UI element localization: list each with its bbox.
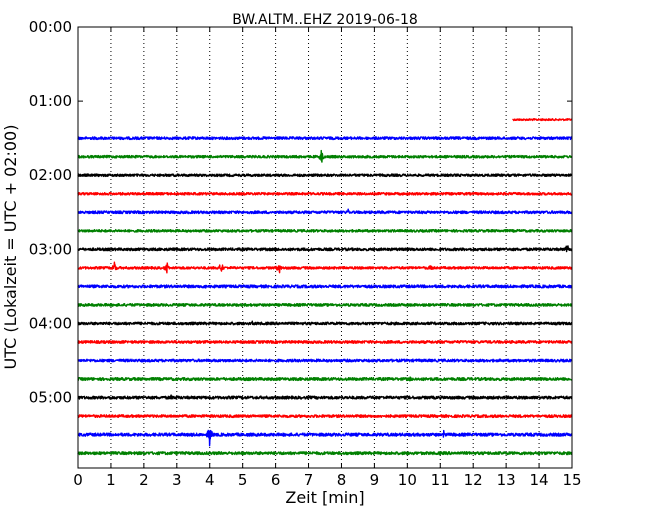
trace-line-3 — [77, 173, 573, 178]
x-tick-label: 10 — [398, 471, 417, 489]
x-tick-label: 8 — [337, 471, 347, 489]
x-tick-label: 4 — [205, 471, 215, 489]
x-tick-label: 0 — [73, 471, 83, 489]
axis-ticks: 0 1 2 3 4 5 6 7 8 9 10 11 12 13 14 1500:0001:0002:0003:… — [29, 18, 582, 489]
trace-line-15 — [77, 394, 573, 400]
trace-group — [77, 118, 573, 456]
trace-line-10 — [77, 302, 573, 307]
x-tick-label: 15 — [562, 471, 581, 489]
trace-line-13 — [77, 358, 573, 363]
trace-line-17 — [77, 429, 573, 447]
y-tick-label: 00:00 — [29, 18, 72, 36]
plot-frame — [77, 26, 573, 469]
trace-line-7 — [77, 245, 573, 253]
y-tick-label: 04:00 — [29, 314, 72, 332]
trace-line-11 — [77, 320, 573, 326]
x-tick-label: 1 — [106, 471, 116, 489]
trace-line-12 — [77, 340, 573, 344]
trace-line-5 — [77, 208, 573, 215]
x-tick-label: 11 — [431, 471, 450, 489]
x-tick-label: 2 — [139, 471, 149, 489]
trace-line-2 — [77, 149, 573, 163]
trace-line-0 — [512, 118, 573, 122]
trace-line-8 — [77, 261, 573, 274]
x-tick-label: 3 — [172, 471, 182, 489]
trace-line-14 — [77, 376, 573, 382]
x-tick-label: 6 — [271, 471, 281, 489]
trace-line-6 — [77, 228, 573, 233]
trace-line-18 — [77, 451, 573, 456]
x-tick-label: 14 — [530, 471, 549, 489]
trace-line-4 — [77, 191, 573, 196]
vertical-grid — [110, 27, 540, 468]
x-tick-label: 9 — [370, 471, 380, 489]
y-tick-label: 01:00 — [29, 92, 72, 110]
x-tick-label: 5 — [238, 471, 248, 489]
x-axis-label: Zeit [min] — [285, 488, 364, 507]
x-tick-label: 13 — [497, 471, 516, 489]
trace-line-1 — [77, 136, 573, 141]
y-tick-label: 02:00 — [29, 166, 72, 184]
y-tick-label: 03:00 — [29, 240, 72, 258]
y-tick-label: 05:00 — [29, 389, 72, 407]
x-tick-label: 12 — [464, 471, 483, 489]
chart-title: BW.ALTM..EHZ 2019-06-18 — [232, 12, 418, 28]
trace-line-16 — [77, 414, 573, 419]
y-axis-label: UTC (Lokalzeit = UTC + 02:00) — [1, 125, 20, 370]
x-tick-label: 7 — [304, 471, 314, 489]
trace-line-9 — [77, 284, 573, 289]
